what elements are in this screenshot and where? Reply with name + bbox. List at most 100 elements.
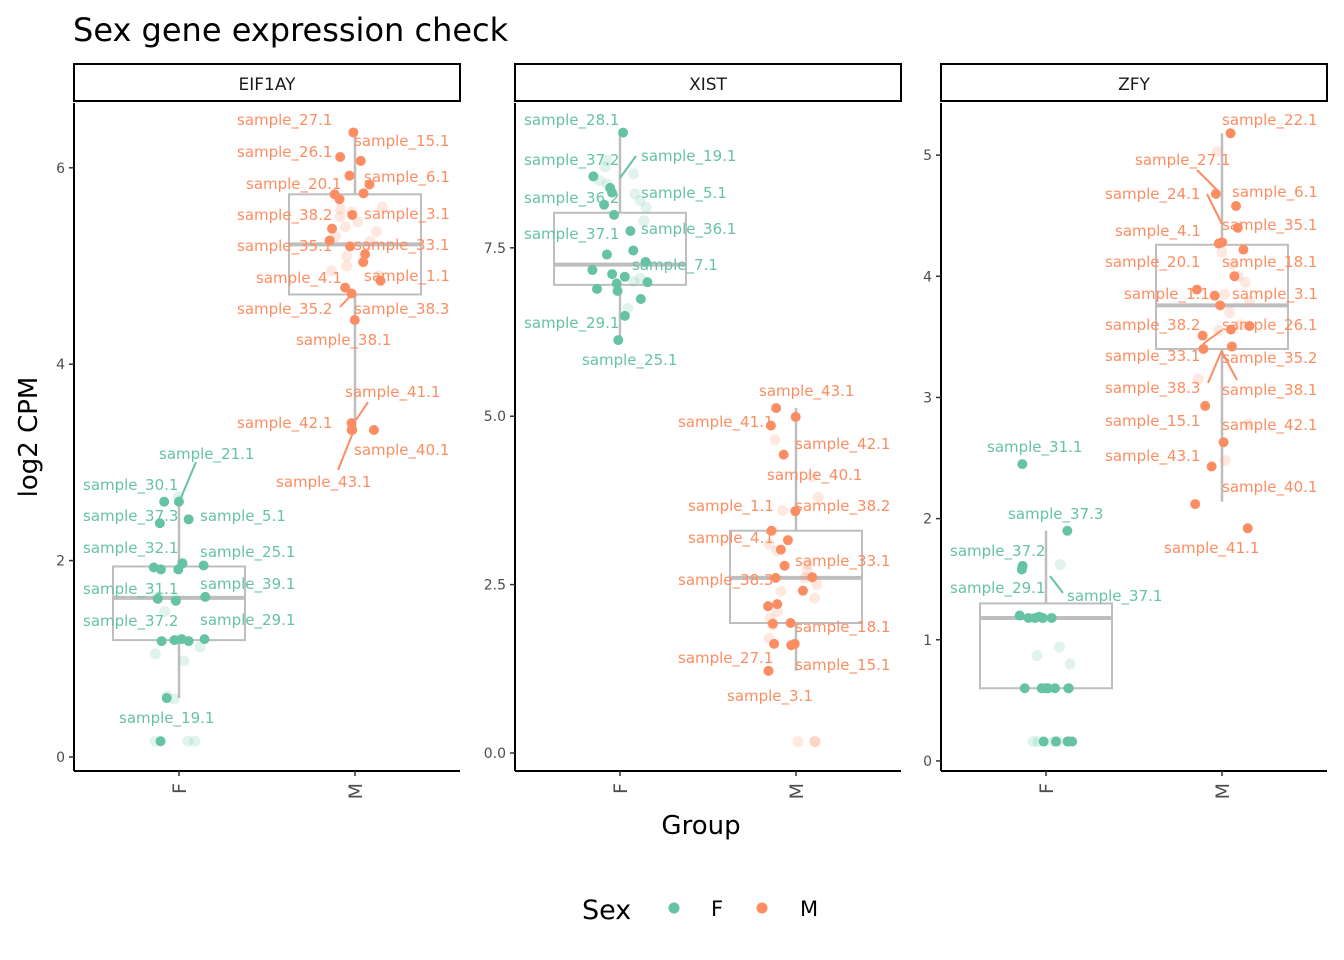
data-point [1244, 320, 1255, 331]
sample-label: sample_27.1 [678, 649, 773, 668]
data-point [766, 525, 777, 536]
y-tick-label: 0 [56, 750, 65, 766]
y-tick-label: 7.5 [484, 241, 506, 257]
data-point [173, 496, 184, 507]
y-tick-label: 2 [923, 512, 932, 528]
label-leader-line [355, 401, 369, 421]
sample-label: sample_4.1 [256, 269, 342, 288]
sample-label: sample_21.1 [159, 445, 254, 464]
data-point [587, 265, 598, 276]
sample-label: sample_1.1 [1124, 285, 1210, 304]
data-point [1218, 437, 1229, 448]
legend-key-m [756, 902, 768, 914]
sample-label: sample_37.2 [524, 151, 619, 170]
faded-point [334, 203, 346, 215]
legend-title: Sex [582, 895, 631, 926]
data-point [154, 518, 165, 529]
data-point [1014, 610, 1025, 621]
faded-point [371, 226, 383, 238]
x-tick-label: F [610, 783, 632, 794]
data-point [198, 560, 209, 571]
data-point [611, 278, 622, 289]
chart-title: Sex gene expression check [73, 11, 509, 49]
faded-point [376, 201, 388, 213]
data-point [334, 194, 345, 205]
faded-point [769, 434, 781, 446]
sample-label: sample_19.1 [641, 147, 736, 166]
legend-key-f [668, 902, 680, 914]
label-leader-line [339, 290, 356, 308]
faded-point [1239, 276, 1251, 288]
label-leader-line [1049, 575, 1064, 594]
sample-label: sample_3.1 [727, 687, 813, 706]
data-point [797, 585, 808, 596]
data-point [346, 424, 357, 435]
sample-label: sample_4.1 [688, 529, 774, 548]
sample-label: sample_4.1 [1115, 222, 1201, 241]
data-point [1215, 300, 1226, 311]
faded-point [341, 260, 353, 272]
sample-label: sample_35.1 [1222, 216, 1317, 235]
faded-point [1227, 258, 1239, 270]
faded-point [1031, 650, 1043, 662]
faded-point [194, 641, 206, 653]
data-point [161, 693, 172, 704]
sample-label: sample_3.1 [364, 205, 450, 224]
faded-point [771, 606, 783, 618]
sample-label: sample_1.1 [364, 267, 450, 286]
label-leader-line [1206, 193, 1223, 225]
data-point [345, 241, 356, 252]
facet-strip-label: ZFY [1118, 75, 1150, 95]
sample-label: sample_37.1 [1067, 587, 1162, 606]
sample-label: sample_29.1 [524, 314, 619, 333]
sample-label: sample_25.1 [582, 351, 677, 370]
faded-point [1054, 559, 1066, 571]
faded-point [628, 276, 640, 288]
faded-point [1053, 641, 1065, 653]
data-point [199, 634, 210, 645]
faded-point [629, 188, 641, 200]
sample-label: sample_36.1 [641, 220, 736, 239]
label-leader-line [1202, 329, 1223, 345]
data-point [155, 736, 166, 747]
sample-label: sample_29.1 [200, 611, 295, 630]
data-point [763, 665, 774, 676]
sample-label: sample_5.1 [641, 184, 727, 203]
y-tick-label: 4 [923, 269, 932, 285]
data-point [613, 335, 624, 346]
data-point [779, 560, 790, 571]
sample-label: sample_27.1 [1135, 151, 1230, 170]
data-point [358, 257, 369, 268]
sample-label: sample_6.1 [1232, 183, 1318, 202]
sample-label: sample_18.1 [1222, 253, 1317, 272]
sample-label: sample_25.1 [200, 543, 295, 562]
data-point [786, 640, 797, 651]
y-tick-label: 6 [56, 161, 65, 177]
y-tick-label: 0 [923, 754, 932, 770]
sample-label: sample_35.1 [237, 237, 332, 256]
data-point [765, 420, 776, 431]
data-point [1016, 564, 1027, 575]
faded-point [1219, 288, 1231, 300]
sample-label: sample_43.1 [276, 473, 371, 492]
data-point [592, 283, 603, 294]
data-point [625, 225, 636, 236]
panel-background [74, 64, 460, 771]
sample-label: sample_38.1 [1222, 381, 1317, 400]
y-axis-title: log2 CPM [14, 377, 44, 498]
data-point [1038, 736, 1049, 747]
sample-label: sample_32.1 [83, 539, 178, 558]
data-point [148, 562, 159, 573]
sample-label: sample_37.3 [1008, 505, 1103, 524]
faded-point [802, 558, 814, 570]
data-point [635, 294, 646, 305]
sample-label: sample_15.1 [1105, 412, 1200, 431]
legend-label-f: F [711, 897, 723, 921]
data-point [170, 595, 181, 606]
data-point [1040, 683, 1051, 694]
sample-label: sample_43.1 [1105, 447, 1200, 466]
faded-point [792, 736, 804, 748]
y-tick-label: 0.0 [484, 746, 506, 762]
